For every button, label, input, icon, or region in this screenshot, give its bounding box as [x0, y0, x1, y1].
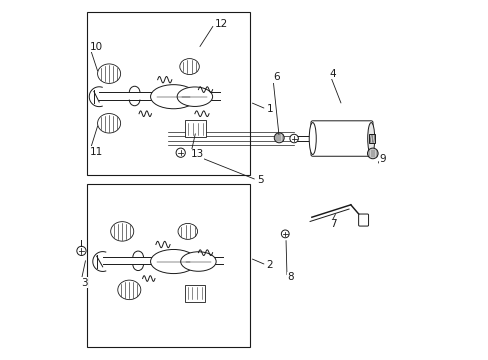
Text: 3: 3	[81, 278, 87, 288]
Circle shape	[274, 133, 284, 143]
Text: 4: 4	[329, 69, 336, 79]
Text: 11: 11	[89, 147, 102, 157]
Ellipse shape	[367, 123, 374, 154]
Ellipse shape	[110, 222, 133, 241]
Circle shape	[176, 148, 185, 157]
FancyBboxPatch shape	[184, 285, 205, 302]
FancyBboxPatch shape	[310, 121, 372, 156]
Text: 5: 5	[256, 175, 263, 185]
Text: 7: 7	[329, 219, 336, 229]
Circle shape	[77, 246, 86, 256]
Ellipse shape	[98, 113, 121, 133]
Circle shape	[289, 134, 298, 143]
Text: 8: 8	[286, 273, 293, 283]
Ellipse shape	[118, 280, 141, 300]
Ellipse shape	[178, 224, 197, 239]
Ellipse shape	[181, 252, 216, 271]
Text: 9: 9	[378, 154, 385, 164]
FancyBboxPatch shape	[185, 120, 205, 137]
Bar	[368, 134, 374, 144]
Bar	[86, 184, 249, 347]
Ellipse shape	[98, 64, 121, 84]
Text: 10: 10	[89, 42, 102, 52]
Circle shape	[281, 230, 288, 238]
Text: 2: 2	[266, 260, 272, 270]
Text: 12: 12	[214, 19, 227, 29]
Ellipse shape	[150, 249, 196, 274]
Text: 1: 1	[266, 104, 272, 114]
Circle shape	[367, 148, 377, 159]
Text: 6: 6	[272, 72, 279, 82]
Ellipse shape	[177, 87, 212, 107]
Bar	[86, 12, 249, 175]
Ellipse shape	[150, 85, 196, 109]
Text: 13: 13	[190, 149, 203, 159]
Ellipse shape	[180, 59, 199, 75]
Ellipse shape	[308, 123, 316, 154]
FancyBboxPatch shape	[358, 214, 368, 226]
